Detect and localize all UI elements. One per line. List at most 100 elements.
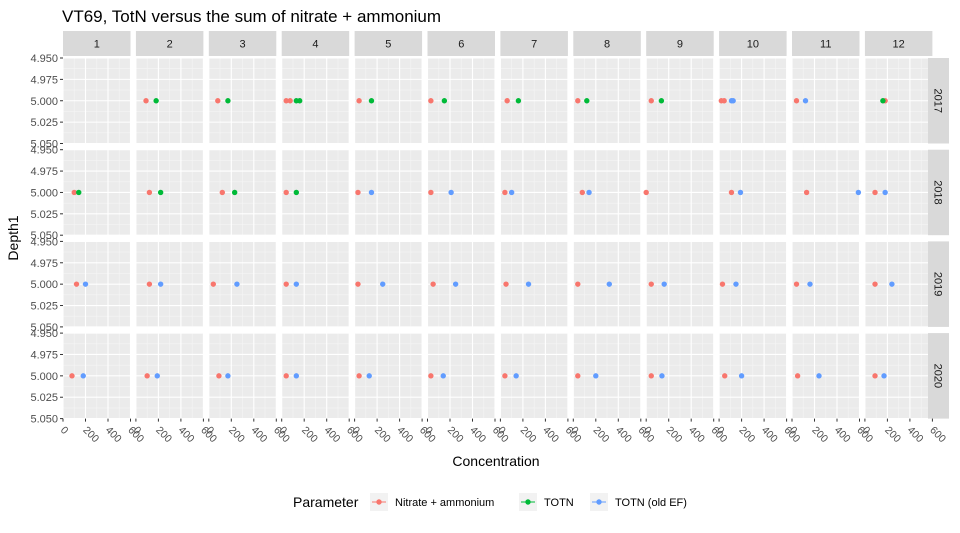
facet-panel [281,240,350,328]
legend-label: Nitrate + ammonium [395,497,494,509]
data-point [225,373,231,379]
y-axis: 4.9504.9755.0005.0255.0504.9504.9755.000… [30,53,63,426]
data-point [356,373,362,379]
data-point [586,189,592,196]
legend-key-point [596,499,602,505]
column-strip [864,31,933,56]
x-tick-label: 200 [591,424,612,445]
data-point [881,373,887,379]
data-point [575,98,581,104]
column-strip-label: 6 [458,39,464,51]
data-point [82,281,89,287]
data-point [430,281,436,287]
facet-panel [572,240,642,328]
data-point [733,281,739,287]
data-point [287,98,293,104]
data-point [659,373,665,379]
data-point [355,281,361,287]
data-point [504,98,510,104]
x-tick-label: 400 [467,424,488,445]
data-point [502,373,508,379]
column-strip [646,31,714,56]
data-point [234,281,240,287]
facet-panel [135,149,204,236]
column-strip-label: 9 [677,39,683,51]
data-point [882,189,888,196]
data-point [428,373,434,379]
facet-panel [426,332,496,420]
column-strip-label: 8 [604,39,610,51]
y-axis-title: Depth1 [5,215,21,260]
column-strip-label: 12 [893,39,905,51]
data-point [793,98,800,104]
row-strip [928,241,949,327]
row-strip-label: 2017 [932,89,944,113]
x-tick-label: 400 [686,424,707,445]
column-strip-label: 10 [747,39,759,51]
data-point [428,189,434,196]
y-tick-label: 5.050 [30,414,58,426]
x-tick-label: 200 [226,424,247,445]
data-point [584,98,590,104]
facet-panel [354,332,423,420]
data-point [525,281,532,287]
legend-label: TOTN (old EF) [615,497,687,509]
column-strip-label: 3 [239,39,245,51]
x-tick-label: 200 [882,424,903,445]
data-point [356,98,362,104]
facet-panel [354,149,423,236]
data-point [380,281,386,287]
data-point [144,373,150,379]
data-point [355,189,361,196]
data-point [738,373,745,379]
facet-panel [281,57,350,145]
data-point [722,373,728,379]
column-strip [63,31,131,56]
y-tick-label: 4.950 [30,145,58,157]
y-tick-label: 5.000 [30,279,58,291]
row-strip-label: 2020 [932,364,944,388]
data-point [153,98,159,104]
data-point [872,373,878,379]
y-tick-label: 4.975 [30,166,58,178]
x-tick-label: 0 [58,424,71,437]
data-point [452,281,459,287]
facet-panel [791,57,861,145]
data-point [154,373,160,379]
facet-panel [791,240,861,328]
column-strip-label: 11 [820,39,831,51]
facet-panel [281,149,350,236]
data-point [658,98,665,104]
data-point [146,189,153,196]
data-point [579,189,585,196]
x-tick-label: 400 [832,424,853,445]
data-point [225,98,231,104]
facet-panel [281,332,350,420]
legend-label: TOTN [544,497,574,509]
data-point [210,281,216,287]
data-point [502,189,508,196]
data-point [283,281,289,287]
facet-panel [62,240,132,328]
data-point [76,189,82,196]
data-point [575,281,581,287]
data-point [297,98,303,104]
y-tick-label: 4.950 [30,236,58,248]
data-point [216,373,222,379]
chart-title: VT69, TotN versus the sum of nitrate + a… [62,7,441,26]
facet-panel [718,57,788,145]
column-strip [792,31,860,56]
data-point [215,98,221,104]
x-tick-label: 400 [322,424,343,445]
legend-key-point [525,499,531,505]
facet-panels [62,57,933,420]
data-point [648,373,654,379]
data-point [872,189,878,196]
legend-key-point [376,499,382,505]
x-tick-label: 200 [299,424,320,445]
legend-title: Parameter [293,494,359,510]
facet-panel [645,240,715,328]
data-point [428,98,434,104]
facet-panel [499,57,569,145]
